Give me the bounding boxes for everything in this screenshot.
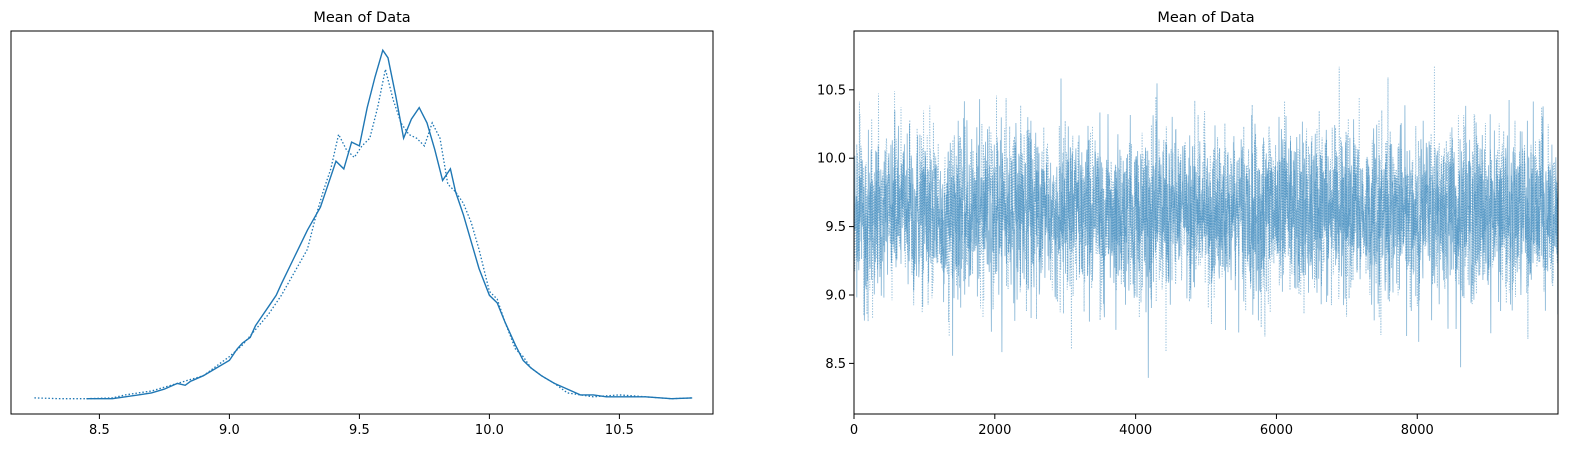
trace-plot-area: [854, 65, 1558, 378]
trace-title: Mean of Data: [1157, 10, 1254, 26]
trace-x-tick-label: 4000: [1119, 423, 1152, 438]
kde-line-solid: [86, 48, 693, 400]
trace-x-tick-label: 8000: [1401, 423, 1434, 438]
trace-x-tick-label: 0: [850, 423, 858, 438]
kde-x-tick-label: 10.0: [475, 423, 504, 438]
kde-axes: Mean of Data 8.5 9.0 9.5 10.0 10.5: [10, 10, 714, 438]
trace-x-tick-label: 6000: [1260, 423, 1293, 438]
kde-x-tick-label: 8.5: [89, 423, 110, 438]
kde-plot-area: [34, 48, 693, 400]
trace-x-axis: 0 2000 4000 6000 8000: [850, 414, 1434, 438]
kde-x-tick-label: 10.5: [605, 423, 634, 438]
kde-title: Mean of Data: [313, 10, 410, 26]
trace-line-dotted: [854, 65, 1558, 352]
trace-y-tick-label: 10.5: [817, 83, 846, 98]
trace-x-tick-label: 2000: [978, 423, 1011, 438]
trace-y-tick-label: 9.0: [825, 288, 846, 303]
trace-y-tick-label: 9.5: [825, 220, 846, 235]
trace-y-tick-label: 8.5: [825, 357, 846, 372]
kde-axes-frame: [10, 30, 714, 415]
trace-axes-frame: [853, 30, 1559, 415]
kde-x-axis: 8.5 9.0 9.5 10.0 10.5: [89, 414, 634, 438]
kde-x-tick-label: 9.5: [349, 423, 370, 438]
trace-axes: Mean of Data 0 2000 4000 6000 8000 8.5 9.0 9.5…: [817, 10, 1559, 438]
trace-y-axis: 8.5 9.0 9.5 10.0 10.5: [817, 83, 854, 372]
kde-x-tick-label: 9.0: [219, 423, 240, 438]
kde-line-dotted: [34, 69, 693, 400]
trace-y-tick-label: 10.0: [817, 152, 846, 167]
